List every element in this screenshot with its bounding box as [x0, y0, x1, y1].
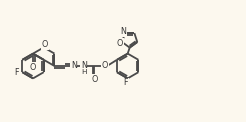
Text: F: F [123, 78, 128, 87]
Text: O: O [91, 75, 97, 83]
Text: O: O [30, 62, 36, 71]
Text: O: O [102, 61, 108, 71]
Text: F: F [15, 68, 19, 77]
Text: H: H [81, 69, 87, 75]
Text: O: O [117, 39, 123, 48]
Text: N: N [71, 61, 77, 71]
Text: O: O [42, 41, 48, 50]
Text: N: N [81, 61, 87, 71]
Text: N: N [121, 27, 126, 36]
